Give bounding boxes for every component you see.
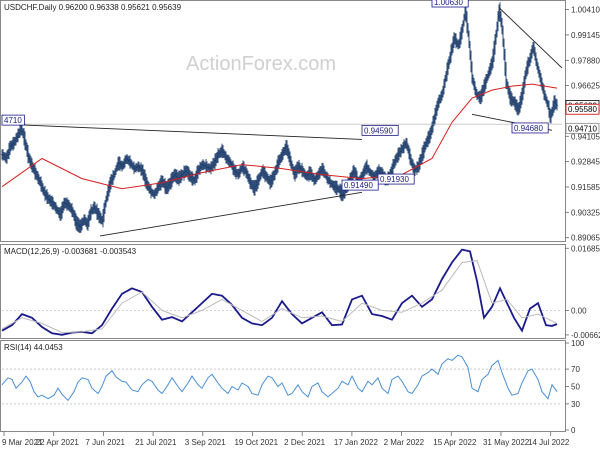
date-axis-label: 22 Apr 2021 [36,438,80,447]
date-axis-label: 2 Dec 2021 [284,438,325,447]
date-axis-label: 21 Jul 2021 [135,438,177,447]
date-axis-label: 15 Apr 2022 [433,438,477,447]
price-axis-label: 0.90325 [571,208,600,217]
price-tag-box [565,103,600,115]
rsi-line [1,354,558,402]
date-axis-label: 19 Oct 2021 [234,438,278,447]
price-axis-label: 0.92845 [571,158,600,167]
annotation-label: 0.94590 [364,126,393,135]
annotation-box [361,124,399,136]
rsi-axis-label: 50 [571,383,580,392]
trendline [99,191,363,237]
price-panel-frame [0,0,566,242]
rsi-header: RSI(14) 44.0453 [4,343,63,352]
price-axis-label: 0.94105 [571,132,600,141]
price-axis-label: 0.89065 [571,234,600,243]
date-axis-label: 31 May 2022 [483,438,530,447]
price-axis-label: 0.96625 [571,82,600,91]
price-axis-label: 0.91585 [571,183,600,192]
rsi-axis-label: 70 [571,365,580,374]
macd-axis-label: 0.00 [571,306,587,315]
trendline [1,123,363,140]
annotation-box [1,114,25,126]
symbol-header: USDCHF.Daily 0.96200 0.96338 0.95621 0.9… [4,3,182,12]
price-axis-label: 0.97880 [571,56,600,65]
macd-series-signal [1,260,558,334]
moving-average-line [1,83,558,190]
annotation-box [431,0,469,8]
price-tag-label: 0.94710 [568,124,597,133]
trendline [498,7,563,69]
macd-header: MACD(12,26,9) -0.003681 -0.003543 [4,247,137,256]
annotation-box [511,122,549,134]
rsi-axis-label: 30 [571,400,580,409]
macd-axis-label: 0.016855 [571,244,600,253]
annotation-box [377,173,415,185]
price-tag-label: 0.95580 [568,105,597,114]
annotation-label: 4710 [4,116,22,125]
date-axis-label: 2 Mar 2022 [384,438,425,447]
date-axis-label: 17 Jan 2022 [334,438,379,447]
price-axis-label: 1.00410 [571,5,600,14]
annotation-label: 0.91930 [380,175,409,184]
axis-layer: 1.004100.991450.978800.966250.953600.941… [2,5,600,447]
date-axis-label: 14 Jul 2022 [528,438,570,447]
macd-panel-frame [0,244,566,339]
date-axis-label: 9 Mar 2021 [2,438,43,447]
annotation-box [341,179,379,191]
date-axis-label: 7 Jun 2021 [85,438,125,447]
rsi-axis-label: 100 [571,339,585,348]
annotation-label: 0.91490 [344,181,373,190]
annotation-label: 1.00630 [434,0,463,7]
annotation-label: 0.94680 [514,124,543,133]
macd-layer [1,248,562,336]
rsi-axis-label: 0 [571,426,576,435]
macd-axis-label: -0.006629 [571,331,600,340]
watermark: ActionForex.com [186,53,336,75]
date-axis-label: 3 Sep 2021 [185,438,226,447]
rsi-layer [1,354,562,405]
price-layer: 1.00630 0.94590 0.91930 0.91490 0.94680 4710 [0,0,563,237]
price-axis-label: 0.99145 [571,31,600,40]
price-tag-box [565,122,600,134]
macd-series-macd [1,248,558,336]
